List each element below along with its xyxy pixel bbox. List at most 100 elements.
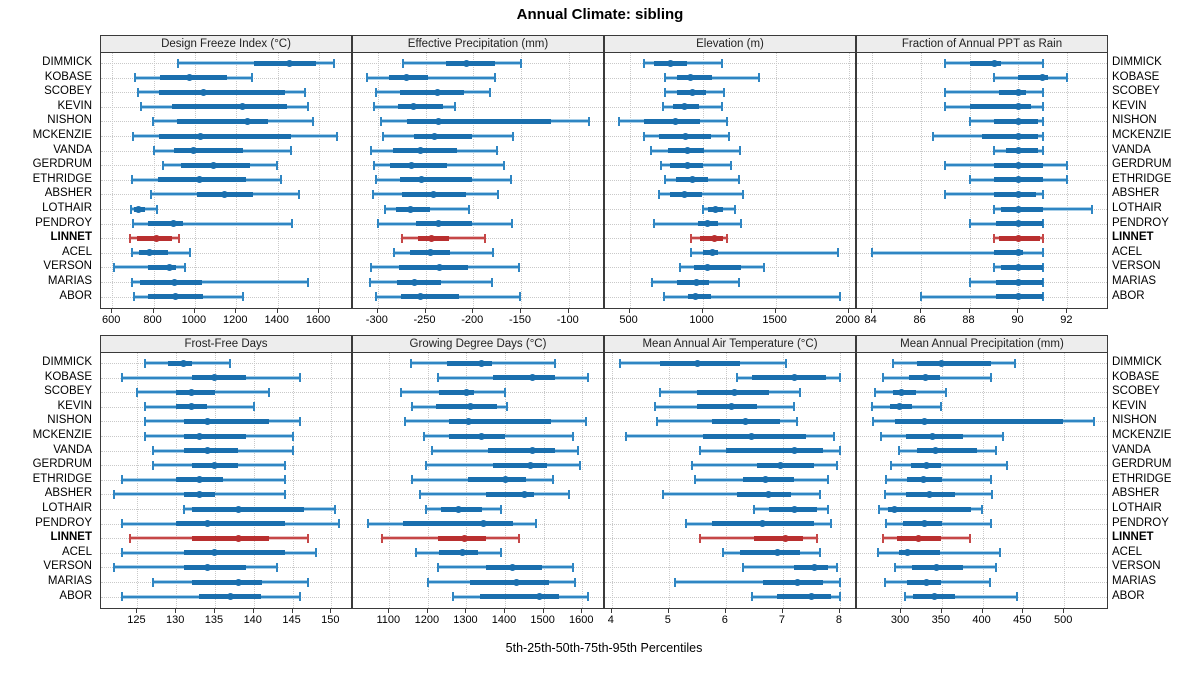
median-dot [704, 220, 712, 228]
whisker-cap-5th [944, 102, 947, 112]
median-dot [687, 74, 695, 82]
whisker-cap-95th [517, 533, 520, 543]
x-tick-label: 145 [282, 614, 301, 626]
station-label: ABSHER [1112, 187, 1160, 200]
median-dot [417, 293, 425, 301]
whisker-cap-5th [369, 277, 372, 287]
iqr-bar-25-75 [435, 404, 498, 410]
grid-line-vertical [582, 353, 584, 608]
whisker-cap-95th [502, 160, 505, 170]
x-tick-label: -250 [413, 314, 436, 326]
whisker-cap-5th [128, 233, 131, 243]
whisker-cap-95th [796, 416, 799, 426]
station-label: MCKENZIE [1112, 129, 1172, 141]
whisker-cap-5th [741, 562, 744, 572]
x-tick-mark [213, 609, 215, 613]
whisker-cap-95th [567, 489, 570, 499]
station-label: LINNET [50, 531, 92, 544]
whisker-cap-95th [306, 277, 309, 287]
whisker-cap-95th [827, 475, 830, 485]
median-dot [1014, 132, 1022, 140]
whisker-cap-5th [130, 175, 133, 185]
whisker-cap-5th [151, 460, 154, 470]
x-tick-label: 8 [835, 614, 842, 626]
median-dot [931, 447, 939, 455]
whisker-cap-95th [989, 373, 992, 383]
whisker-cap-5th [664, 87, 667, 97]
station-label: VANDA [1112, 443, 1151, 456]
whisker-cap-95th [1066, 175, 1069, 185]
x-tick-label: 1100 [376, 614, 401, 626]
whisker-cap-95th [554, 358, 557, 368]
median-dot [1014, 176, 1022, 184]
x-tick-label: 600 [101, 314, 121, 326]
grid-line-horizontal [857, 150, 1107, 152]
median-dot [1039, 74, 1047, 82]
whisker-cap-5th [424, 460, 427, 470]
whisker-cap-95th [1041, 248, 1044, 258]
panel-plot-area [352, 352, 604, 609]
x-tick-mark [1063, 609, 1065, 613]
whisker-line-5-95 [891, 464, 1008, 467]
grid-line-horizontal [857, 267, 1107, 269]
whisker-cap-5th [373, 102, 375, 112]
station-label: NISHON [1112, 414, 1157, 427]
whisker-cap-5th [131, 219, 134, 229]
whisker-cap-5th [662, 292, 665, 302]
iqr-bar-25-75 [487, 448, 556, 454]
whisker-cap-5th [130, 277, 133, 287]
iqr-bar-25-75 [172, 104, 287, 110]
whisker-cap-95th [291, 446, 294, 456]
median-dot [234, 534, 242, 542]
whisker-cap-95th [250, 73, 253, 83]
median-dot [513, 578, 521, 586]
panel-plot-area [604, 352, 856, 609]
whisker-cap-95th [491, 277, 494, 287]
whisker-cap-95th [311, 116, 314, 126]
x-tick-mark [542, 609, 544, 613]
x-tick-mark [252, 609, 254, 613]
panel-plot-area [100, 52, 352, 309]
whisker-cap-5th [878, 504, 881, 514]
panel-plot-area [856, 52, 1108, 309]
x-tick-mark [667, 609, 669, 613]
x-tick-label: 1300 [453, 614, 478, 626]
median-dot [402, 74, 410, 82]
whisker-cap-5th [678, 262, 681, 272]
iqr-bar-25-75 [1006, 148, 1039, 154]
iqr-bar-25-75 [687, 294, 712, 300]
whisker-cap-5th [144, 416, 147, 426]
x-axis-ticks: 125 130 135 140 145 150 [100, 609, 352, 631]
median-dot [921, 417, 929, 425]
median-dot [435, 117, 443, 125]
x-tick-mark [900, 609, 902, 613]
iqr-bar-25-75 [916, 448, 977, 454]
grid-line-horizontal [101, 209, 351, 210]
median-dot [688, 88, 696, 96]
whisker-cap-5th [885, 519, 888, 529]
median-dot [938, 359, 946, 367]
median-dot [435, 220, 443, 228]
station-label: SCOBEY [44, 385, 92, 398]
whisker-cap-95th [995, 446, 998, 456]
median-dot [462, 388, 470, 396]
whisker-cap-95th [1041, 277, 1044, 287]
median-dot [455, 505, 463, 513]
x-tick-mark [235, 309, 237, 313]
whisker-cap-95th [995, 562, 998, 572]
grid-line-horizontal [605, 121, 855, 123]
whisker-cap-5th [968, 175, 971, 185]
median-dot [1014, 220, 1022, 228]
grid-line-horizontal [605, 567, 855, 569]
panel-header: Fraction of Annual PPT as Rain [856, 35, 1108, 53]
x-tick-mark [567, 309, 569, 313]
whisker-cap-95th [940, 402, 942, 412]
whisker-cap-5th [373, 160, 375, 170]
median-dot [426, 249, 434, 257]
median-dot [211, 374, 219, 382]
iqr-bar-25-75 [1018, 75, 1048, 81]
iqr-bar-25-75 [994, 250, 1024, 256]
whisker-cap-5th [893, 562, 896, 572]
whisker-cap-5th [663, 73, 666, 83]
x-tick-mark [520, 309, 521, 313]
